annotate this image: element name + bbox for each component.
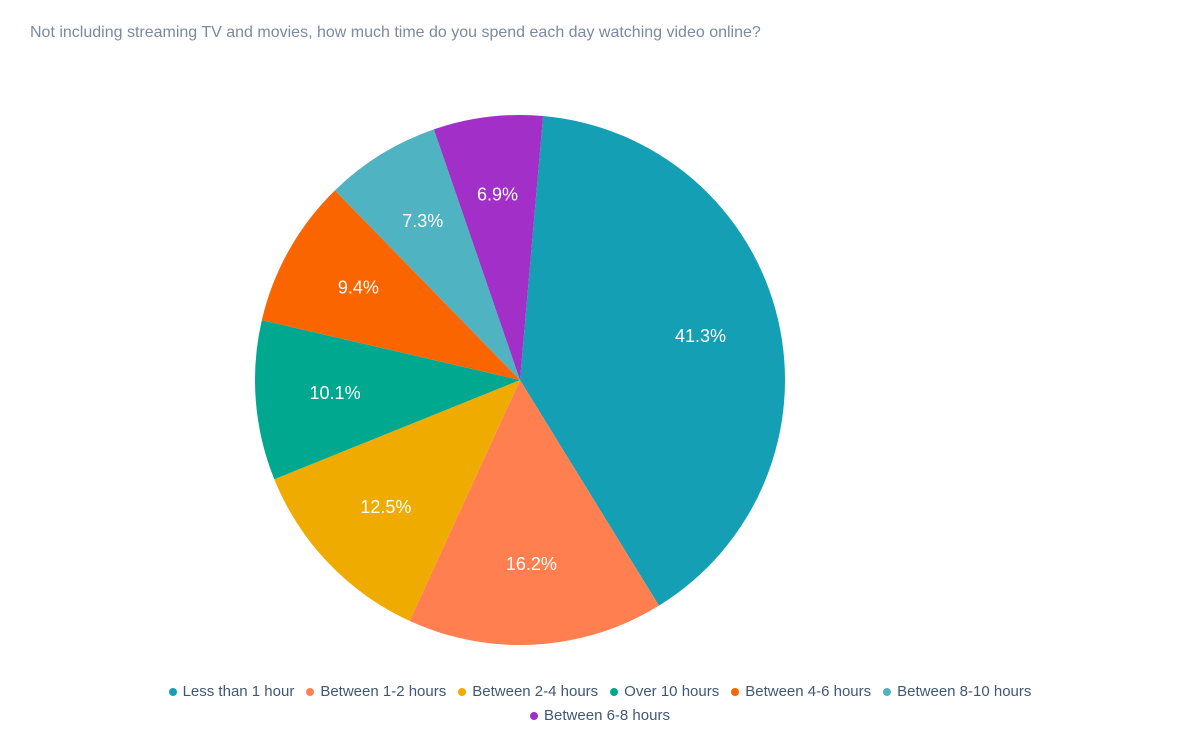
legend-label: Over 10 hours <box>624 680 719 704</box>
legend-marker-icon <box>883 688 891 696</box>
legend-marker-icon <box>530 712 538 720</box>
legend-marker-icon <box>610 688 618 696</box>
slice-label: 41.3% <box>675 326 726 346</box>
legend: Less than 1 hour Between 1-2 hours Between… <box>0 680 1200 728</box>
legend-item: Less than 1 hour <box>169 680 295 704</box>
legend-marker-icon <box>169 688 177 696</box>
legend-label: Between 8-10 hours <box>897 680 1031 704</box>
legend-marker-icon <box>306 688 314 696</box>
legend-row: Between 6-8 hours <box>0 704 1200 728</box>
legend-label: Less than 1 hour <box>183 680 295 704</box>
pie-chart: 41.3% 16.2% 12.5% 10.1% 9.4% 7.3% 6.9% <box>0 0 1200 741</box>
legend-label: Between 6-8 hours <box>544 704 670 728</box>
legend-marker-icon <box>458 688 466 696</box>
slice-label: 16.2% <box>506 554 557 574</box>
slice-label: 12.5% <box>360 497 411 517</box>
slice-label: 10.1% <box>310 383 361 403</box>
legend-row: Less than 1 hour Between 1-2 hours Between… <box>0 680 1200 704</box>
legend-item: Between 8-10 hours <box>883 680 1031 704</box>
slice-label: 9.4% <box>338 278 379 298</box>
legend-item: Between 4-6 hours <box>731 680 871 704</box>
legend-label: Between 2-4 hours <box>472 680 598 704</box>
legend-item: Over 10 hours <box>610 680 719 704</box>
chart-container: Not including streaming TV and movies, h… <box>0 0 1200 741</box>
slice-label: 7.3% <box>402 211 443 231</box>
legend-label: Between 4-6 hours <box>745 680 871 704</box>
legend-item: Between 6-8 hours <box>530 704 670 728</box>
slice-label: 6.9% <box>477 185 518 205</box>
legend-label: Between 1-2 hours <box>320 680 446 704</box>
legend-item: Between 2-4 hours <box>458 680 598 704</box>
legend-item: Between 1-2 hours <box>306 680 446 704</box>
legend-marker-icon <box>731 688 739 696</box>
